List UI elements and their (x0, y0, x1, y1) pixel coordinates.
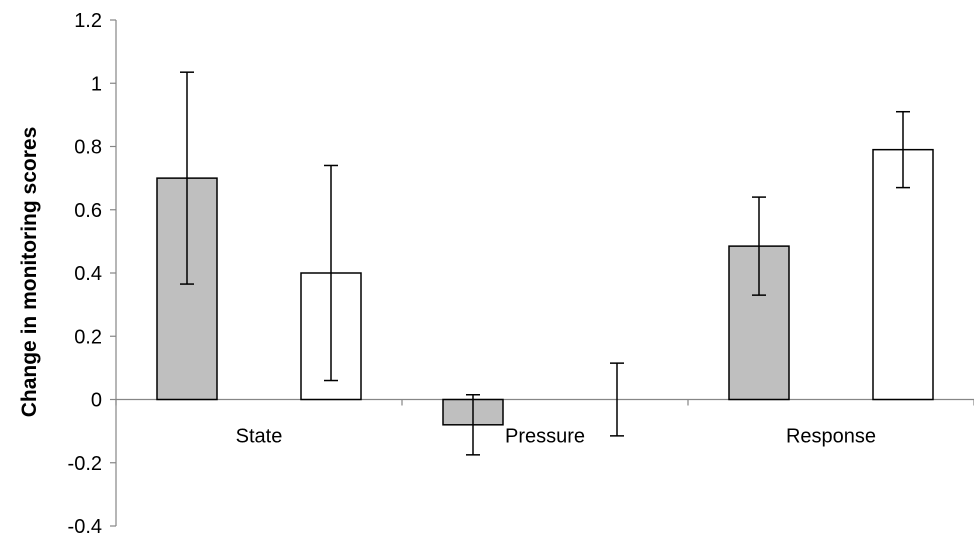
y-tick-label: 0.2 (74, 326, 102, 348)
y-tick-label: -0.4 (68, 516, 102, 538)
y-tick-label: 1 (91, 73, 102, 95)
y-tick-label: 0.6 (74, 200, 102, 222)
y-tick-label: 0.8 (74, 137, 102, 159)
y-tick-label: 0 (91, 390, 102, 412)
y-tick-label: 1.2 (74, 10, 102, 32)
y-axis-title: Change in monitoring scores (18, 127, 41, 418)
y-tick-label: -0.2 (68, 453, 102, 475)
bar (872, 148, 934, 401)
y-tick-label: 0.4 (74, 263, 102, 285)
x-category-label: Response (786, 426, 876, 448)
x-category-label: Pressure (505, 426, 585, 448)
x-category-label: State (236, 426, 283, 448)
